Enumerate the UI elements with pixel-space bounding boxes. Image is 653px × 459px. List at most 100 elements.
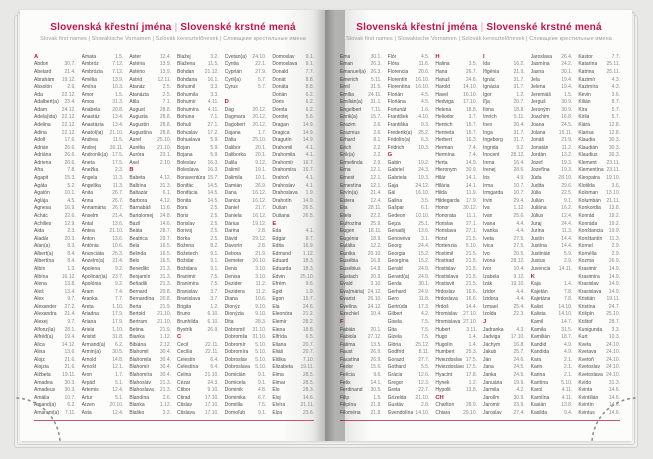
name-day-date: 19.4. — [561, 76, 573, 83]
name-entry: Ivor 10.4. — [483, 265, 525, 273]
name-day-date: 9.4. — [563, 409, 573, 416]
first-name: Hromislava — [435, 319, 461, 326]
name-day-date: 12.4. — [370, 197, 382, 204]
name-entry: Bonita 14.5. — [177, 197, 219, 205]
first-name: Fedor — [340, 364, 354, 371]
name-entry: Cézar 24.3. — [177, 379, 219, 387]
name-day-date: 10.3. — [418, 144, 430, 151]
name-day-date: 20.12. — [252, 121, 267, 128]
first-name: Aurel — [129, 137, 142, 144]
first-name: Ivica — [483, 243, 494, 250]
name-day-date: 23.7. — [112, 273, 124, 280]
first-name: Bruno — [177, 311, 191, 318]
name-entry: Cecília 22.11. — [177, 349, 219, 357]
first-name: Kleopatra — [578, 175, 600, 182]
letter-heading: H — [435, 53, 440, 60]
name-entry: Dorotej 5.6. — [272, 114, 314, 122]
first-name: Erazim — [340, 121, 356, 128]
first-name: Dezider — [224, 281, 242, 288]
name-day-date: 26.4. — [561, 53, 573, 60]
name-entry: Etela 22.2. — [340, 212, 382, 220]
name-day-date: 21.6. — [64, 356, 76, 363]
name-day-date: 4.9. — [563, 341, 573, 348]
name-entry: Heliodor 3.7. — [435, 114, 477, 122]
name-entry: Emerich 5.11. — [340, 76, 382, 84]
name-entry: Angelika 11.3. — [82, 182, 124, 190]
name-day-date: 6.3. — [420, 137, 430, 144]
name-entry: Elmar 28.5. — [272, 379, 314, 387]
name-day-date: 19.3. — [561, 167, 573, 174]
first-name: Gerald — [387, 265, 403, 272]
name-day-date: 20.1. — [255, 152, 267, 159]
name-day-date: 1.4. — [468, 341, 477, 348]
name-entry: Dobromil 31.10. — [225, 326, 267, 334]
first-name: Cyrus — [224, 84, 238, 91]
name-day-date: 16.6. — [465, 288, 477, 295]
name-day-date: 20.3. — [64, 235, 76, 242]
name-entry: Dália 25.10. — [225, 136, 267, 144]
name-day-date: 26.3. — [370, 61, 382, 68]
name-day-date: 6.7. — [257, 394, 267, 401]
name-entry: Arpád 5.1. — [82, 379, 124, 387]
name-day-date: 9.7. — [67, 296, 76, 303]
name-entry: Alojz 21.6. — [34, 356, 76, 364]
name-day-date: 31.3. — [159, 273, 171, 280]
first-name: Cecília — [177, 349, 193, 356]
name-entry: Bela 16.5. — [129, 242, 171, 250]
name-entry: Kalist 14.10. — [531, 303, 573, 311]
first-name: Elfrída — [272, 334, 287, 341]
name-entry: Bruno 6.10. — [177, 311, 219, 319]
first-name: Boleslav — [177, 159, 196, 166]
name-day-date: 6.2. — [305, 99, 314, 106]
name-day-date: 9.1. — [210, 250, 219, 257]
name-day-date: 18.8. — [302, 326, 314, 333]
name-entry: Irma 10.7. — [483, 182, 525, 190]
name-entry: Ctibor 9.10. — [177, 386, 219, 394]
name-entry: Alfonz(ia) 28.1. — [34, 326, 76, 334]
name-entry: Berta 21.9. — [129, 303, 171, 311]
name-entry: Horislava 27.1. — [435, 227, 477, 235]
name-day-date: 8.7. — [611, 99, 620, 106]
name-day-date: 21.9. — [561, 137, 573, 144]
name-day-date: 26.6. — [64, 152, 76, 159]
first-name: Hubert — [435, 326, 451, 333]
first-name: Astrid — [129, 76, 143, 83]
name-entry: Flóra 11.6. — [388, 61, 430, 69]
first-name: Anabela — [81, 106, 101, 113]
name-entry: Enrik(a) 15.7. — [340, 114, 382, 122]
name-entry: Blahomír 30.4. — [129, 364, 171, 372]
first-name: Dragan — [272, 121, 289, 128]
name-day-date: 29.6. — [561, 182, 573, 189]
name-entry: Amata 1.5. — [82, 53, 124, 61]
first-name: Blahomír — [129, 364, 150, 371]
name-entry: Júlia 22.5. — [531, 189, 573, 197]
name-entry: Bohumír 4.11. — [177, 98, 219, 106]
name-day-date: 15.7. — [370, 114, 382, 121]
first-name: Jaroslav — [483, 409, 502, 416]
first-name: Bernard — [129, 288, 148, 295]
first-name: Doris — [272, 99, 284, 106]
name-day-date: 10.7. — [513, 190, 525, 197]
first-name: Hromislav — [435, 311, 458, 318]
name-day-date: 23.1. — [159, 152, 171, 159]
name-entry: Androník(a) 17.5. — [82, 152, 124, 160]
first-name: Achilles — [34, 220, 52, 227]
first-name: Kozma — [578, 258, 594, 265]
name-entry: Gizela 7.5. — [388, 333, 430, 341]
name-entry: Drahomír 16.7. — [272, 159, 314, 167]
first-name: Gašpar — [387, 205, 405, 212]
first-name: Branislav — [177, 288, 198, 295]
name-entry: Bertold 21.10. — [129, 311, 171, 319]
first-name: Ines — [483, 121, 493, 128]
name-entry: Bora 2.5. — [177, 205, 219, 213]
name-day-date: 17.9. — [112, 319, 124, 326]
name-day-date: 28.8. — [159, 121, 171, 128]
name-day-date: 11.3. — [609, 235, 620, 242]
name-day-date: 11.2. — [561, 144, 573, 151]
name-entry: Atanázia 2.5. — [129, 91, 171, 99]
name-entry: Ingeborg 31.7. — [483, 136, 525, 144]
name-entry: Bibiána 2.12. — [129, 341, 171, 349]
name-day-date: 20.7. — [302, 349, 314, 356]
first-name: Dalimila — [224, 175, 243, 182]
first-name: Beáta — [129, 228, 143, 235]
